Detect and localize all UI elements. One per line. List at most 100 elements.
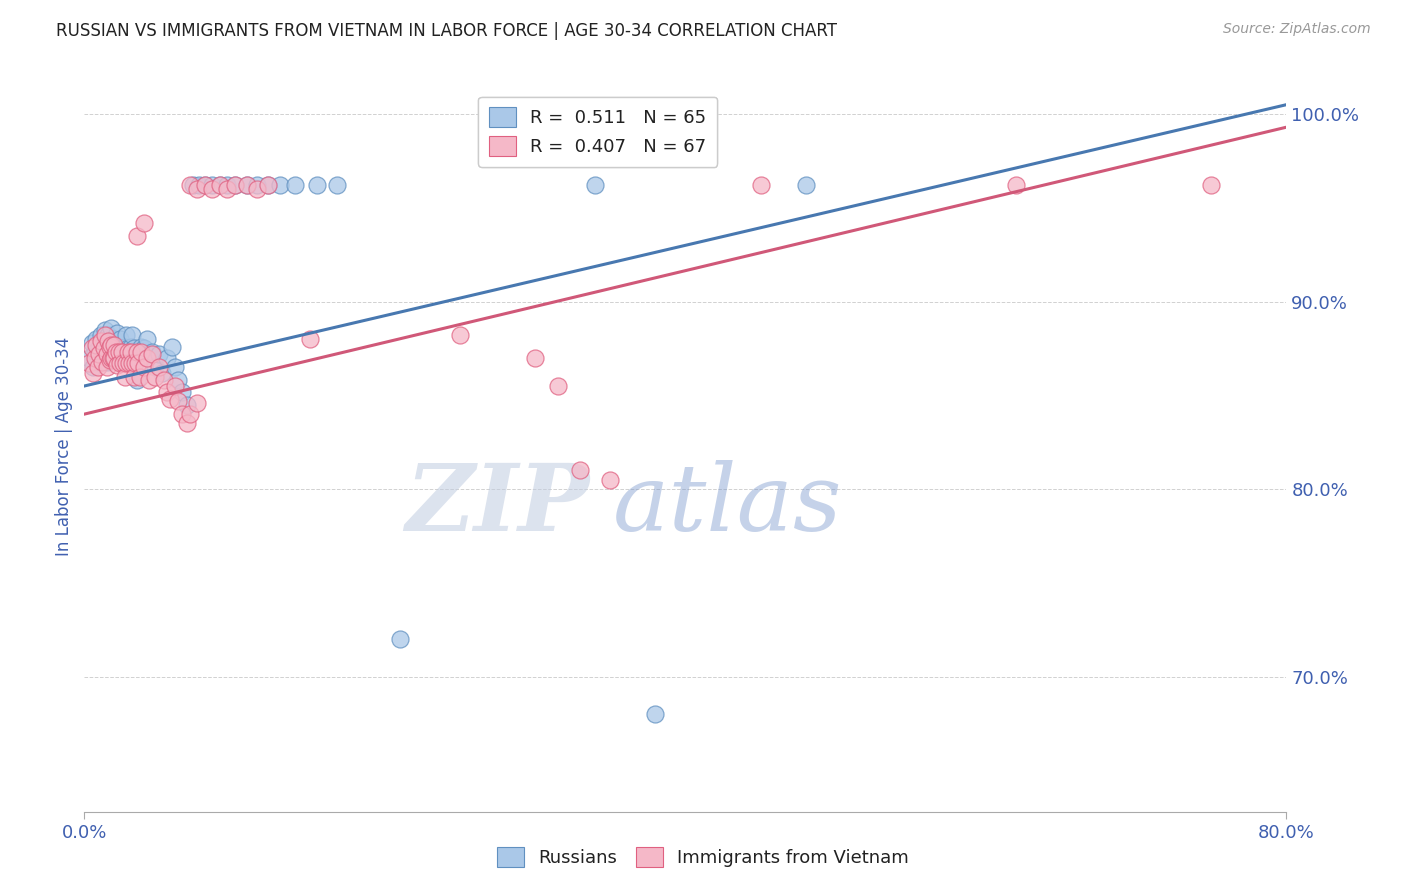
Point — [122, 369, 145, 384]
Point — [224, 178, 246, 193]
Point — [224, 178, 246, 193]
Point — [117, 342, 139, 356]
Point — [100, 337, 122, 351]
Point — [143, 360, 166, 375]
Point — [96, 354, 118, 368]
Point — [388, 632, 411, 647]
Point — [208, 178, 231, 193]
Point — [1201, 178, 1223, 193]
Point — [148, 347, 170, 361]
Point — [326, 178, 349, 193]
Point — [153, 373, 176, 387]
Point — [100, 351, 122, 365]
Point — [125, 373, 148, 387]
Text: ZIP: ZIP — [405, 459, 589, 549]
Point — [104, 340, 127, 354]
Point — [179, 407, 201, 421]
Point — [217, 178, 239, 193]
Point — [94, 323, 117, 337]
Point — [131, 345, 153, 359]
Point — [307, 178, 329, 193]
Point — [89, 342, 111, 356]
Point — [176, 398, 198, 412]
Point — [98, 352, 121, 367]
Point — [90, 334, 112, 348]
Point — [87, 360, 110, 375]
Point — [1005, 178, 1028, 193]
Point — [298, 332, 321, 346]
Point — [134, 216, 156, 230]
Point — [208, 178, 231, 193]
Point — [201, 178, 224, 193]
Point — [100, 335, 122, 350]
Point — [86, 337, 108, 351]
Point — [96, 360, 118, 375]
Point — [246, 182, 269, 196]
Point — [159, 392, 181, 406]
Text: RUSSIAN VS IMMIGRANTS FROM VIETNAM IN LABOR FORCE | AGE 30-34 CORRELATION CHART: RUSSIAN VS IMMIGRANTS FROM VIETNAM IN LA… — [56, 22, 837, 40]
Point — [156, 351, 179, 365]
Point — [256, 178, 278, 193]
Point — [103, 332, 125, 346]
Point — [644, 707, 666, 722]
Point — [87, 354, 110, 368]
Point — [599, 473, 621, 487]
Point — [246, 178, 269, 193]
Point — [166, 373, 188, 387]
Legend: R =  0.511   N = 65, R =  0.407   N = 67: R = 0.511 N = 65, R = 0.407 N = 67 — [478, 96, 717, 167]
Point — [120, 345, 142, 359]
Point — [160, 340, 183, 354]
Point — [111, 342, 134, 356]
Text: atlas: atlas — [613, 459, 842, 549]
Point — [256, 178, 278, 193]
Point — [170, 407, 193, 421]
Point — [96, 347, 118, 361]
Point — [125, 229, 148, 244]
Point — [127, 356, 149, 370]
Point — [91, 354, 114, 368]
Point — [77, 351, 100, 365]
Point — [97, 334, 120, 348]
Point — [136, 351, 159, 365]
Point — [122, 342, 145, 356]
Point — [80, 335, 103, 350]
Point — [181, 178, 204, 193]
Point — [201, 182, 224, 196]
Point — [108, 340, 131, 354]
Point — [136, 332, 159, 346]
Point — [111, 345, 134, 359]
Point — [194, 178, 217, 193]
Point — [124, 351, 146, 365]
Point — [97, 342, 120, 356]
Point — [179, 178, 201, 193]
Point — [94, 328, 117, 343]
Point — [125, 360, 148, 375]
Y-axis label: In Labor Force | Age 30-34: In Labor Force | Age 30-34 — [55, 336, 73, 556]
Point — [82, 360, 104, 375]
Point — [138, 373, 160, 387]
Point — [108, 345, 131, 359]
Point — [82, 366, 104, 380]
Legend: Russians, Immigrants from Vietnam: Russians, Immigrants from Vietnam — [489, 839, 917, 874]
Point — [121, 328, 143, 343]
Point — [110, 356, 132, 370]
Point — [141, 347, 163, 361]
Point — [163, 379, 186, 393]
Point — [115, 328, 138, 343]
Point — [134, 342, 156, 356]
Point — [163, 360, 186, 375]
Point — [118, 351, 141, 365]
Point — [118, 356, 141, 370]
Point — [110, 332, 132, 346]
Point — [120, 340, 142, 354]
Point — [156, 384, 179, 399]
Point — [583, 178, 606, 193]
Point — [284, 178, 307, 193]
Point — [235, 178, 257, 193]
Point — [107, 359, 129, 373]
Point — [235, 178, 257, 193]
Point — [125, 345, 148, 359]
Point — [103, 337, 125, 351]
Point — [186, 396, 208, 410]
Point — [93, 335, 115, 350]
